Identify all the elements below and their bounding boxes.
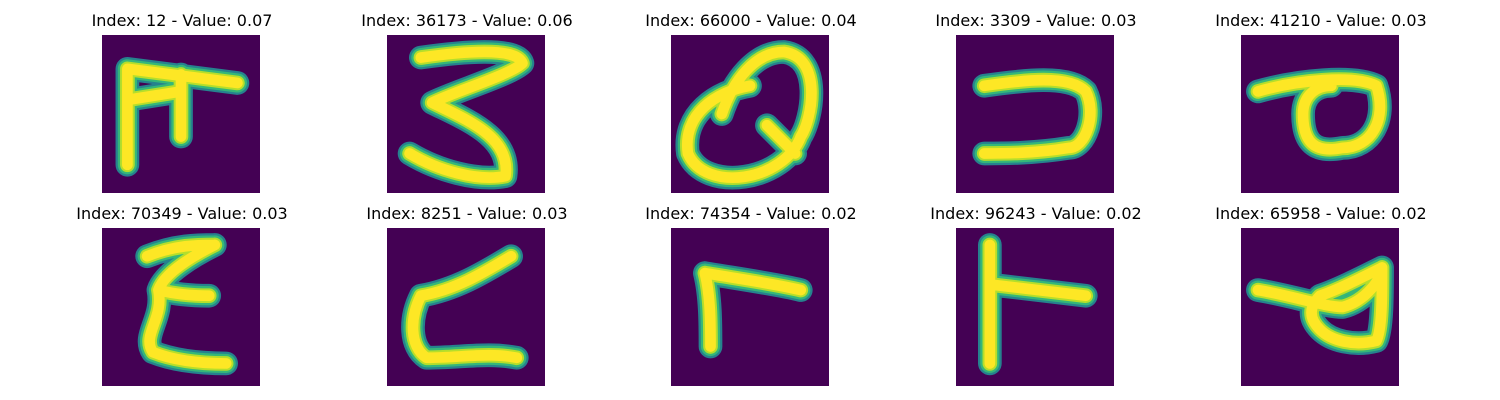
panel-title: Index: 70349 - Value: 0.03: [76, 204, 288, 223]
panel-10: Index: 65958 - Value: 0.02: [1215, 204, 1427, 386]
panel-title: Index: 96243 - Value: 0.02: [930, 204, 1142, 223]
sample-image: [671, 228, 829, 386]
sample-image: [1241, 228, 1399, 386]
panel-title: Index: 65958 - Value: 0.02: [1215, 204, 1427, 223]
panel-title: Index: 3309 - Value: 0.03: [935, 11, 1137, 30]
panel-1: Index: 12 - Value: 0.07: [92, 11, 272, 193]
panel-6: Index: 70349 - Value: 0.03: [76, 204, 288, 386]
panel-title: Index: 66000 - Value: 0.04: [645, 11, 857, 30]
panel-title: Index: 12 - Value: 0.07: [91, 11, 273, 30]
panel-title: Index: 8251 - Value: 0.03: [366, 204, 568, 223]
panel-5: Index: 41210 - Value: 0.03: [1215, 11, 1427, 193]
sample-image: [671, 35, 829, 193]
sample-image: [1241, 35, 1399, 193]
panel-title: Index: 36173 - Value: 0.06: [361, 11, 573, 30]
panel-7: Index: 8251 - Value: 0.03: [366, 204, 568, 386]
sample-image: [956, 35, 1114, 193]
panel-3: Index: 66000 - Value: 0.04: [645, 11, 857, 193]
panel-title: Index: 74354 - Value: 0.02: [645, 204, 857, 223]
sample-image: [387, 228, 545, 386]
sample-image: [387, 35, 545, 193]
panel-title: Index: 41210 - Value: 0.03: [1215, 11, 1427, 30]
sample-image: [102, 228, 260, 386]
panel-8: Index: 74354 - Value: 0.02: [645, 204, 857, 386]
sample-image: [956, 228, 1114, 386]
sample-image: [102, 35, 260, 193]
panel-4: Index: 3309 - Value: 0.03: [935, 11, 1137, 193]
panel-9: Index: 96243 - Value: 0.02: [930, 204, 1142, 386]
panel-2: Index: 36173 - Value: 0.06: [361, 11, 573, 193]
